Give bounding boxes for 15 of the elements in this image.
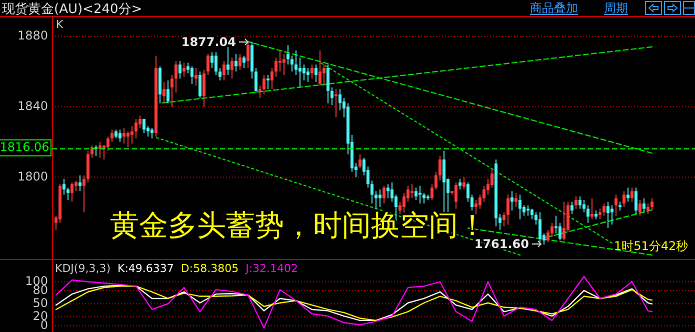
y-tick-label: 1880 bbox=[17, 28, 48, 43]
y-tick-label: 1840 bbox=[17, 98, 48, 113]
y-tick-label: 50 bbox=[32, 296, 48, 310]
series-label: K:49.6337 bbox=[118, 262, 174, 275]
series-label: D:58.3805 bbox=[180, 262, 239, 275]
series-label: J:32.1402 bbox=[244, 262, 298, 275]
text: 商品叠加 bbox=[530, 1, 578, 15]
chart-title: KDJ(9,3,3) bbox=[55, 262, 110, 275]
annotation: K bbox=[56, 18, 64, 31]
annotation: 1877.04 bbox=[181, 35, 236, 49]
annotation: 1时51分42秒 bbox=[614, 239, 688, 253]
chart-title: 现货黄金(AU)<240分> bbox=[2, 2, 142, 17]
ref-line-label: 1816.06 bbox=[0, 140, 50, 154]
text: 周期 bbox=[604, 1, 628, 15]
y-tick-label: 1800 bbox=[17, 169, 48, 184]
